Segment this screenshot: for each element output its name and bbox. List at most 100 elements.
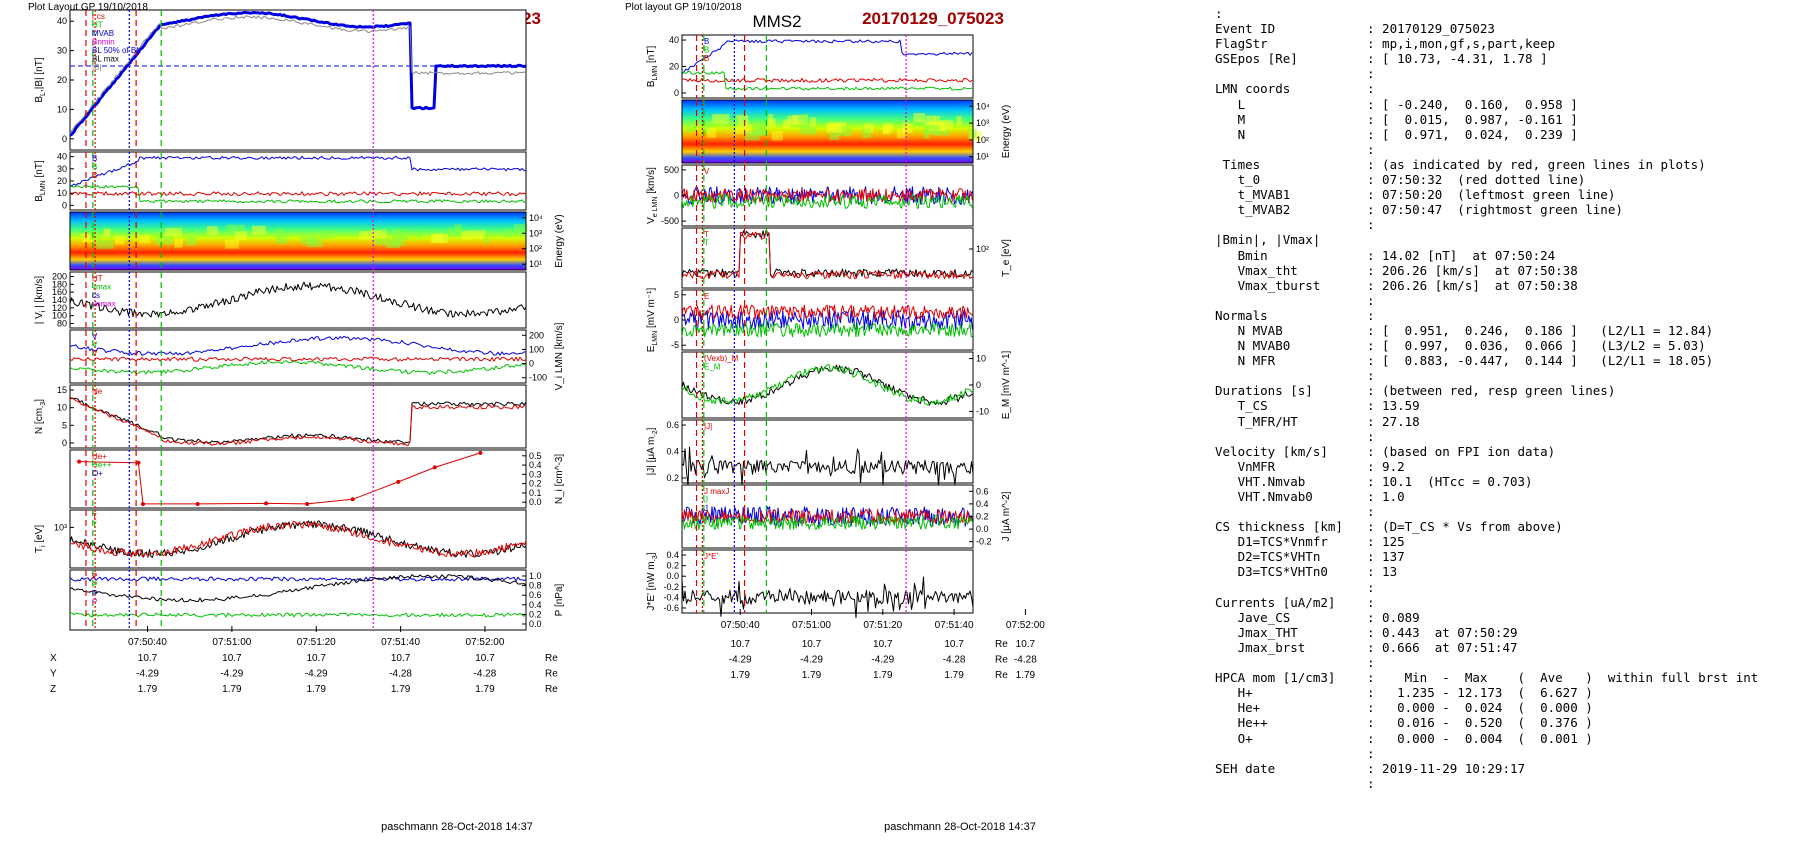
info-value: : 07:50:47 (rightmost green line): [1367, 202, 1623, 218]
info-row: t_0: 07:50:32 (red dotted line): [1215, 172, 1800, 187]
info-value: :: [1367, 292, 1375, 308]
info-key: Bmin: [1215, 247, 1268, 263]
ytick-label: 10: [57, 188, 67, 198]
info-row: t_MVAB2: 07:50:47 (rightmost green line): [1215, 202, 1800, 217]
info-row: :: [1215, 580, 1800, 595]
info-key: [1215, 429, 1367, 444]
spectrogram-patch: [277, 228, 285, 238]
legend-entry: MVAB: [92, 29, 114, 38]
spectrogram-patch: [252, 225, 266, 235]
legend-entry: O+: [92, 469, 103, 478]
info-key: Velocity [km/s]: [1215, 443, 1328, 459]
info-row: LMN coords:: [1215, 81, 1800, 96]
info-value: : 2019-11-29 10:29:17: [1367, 760, 1526, 776]
ytick-label: 160: [52, 287, 67, 297]
spectrogram-patch: [862, 128, 871, 138]
info-value: : 14.02 [nT] at 07:50:24: [1367, 247, 1556, 263]
spectrogram-patch: [771, 131, 783, 141]
info-row: D1=TCS*Vnmfr: 125: [1215, 534, 1800, 549]
series-line: [681, 39, 973, 74]
info-value: : 0.000 - 0.004 ( 0.001 ): [1367, 730, 1593, 746]
xtick-label: 07:50:40: [721, 620, 760, 631]
spectrogram-patch: [735, 124, 752, 134]
orbit-value: -4.28: [389, 669, 412, 680]
info-value: : [ 0.883, -0.447, 0.144 ] (L2/L1 = 18.0…: [1367, 353, 1714, 369]
ytick-label: 180: [52, 279, 67, 289]
ytick-label: 0.2: [976, 512, 989, 522]
spectrogram-patch: [369, 229, 387, 239]
legend-entry: He++: [92, 461, 112, 470]
info-key: Currents [uA/m2]: [1215, 594, 1336, 610]
panel-e: 5 0 -5 ELMN [mV m⁻¹] E: [646, 288, 974, 352]
spectrogram-patch: [174, 238, 183, 248]
ytick-label: 120: [52, 303, 67, 313]
info-key: LMN coords: [1215, 81, 1291, 97]
info-row: Jmax_brst: 0.666 at 07:51:47: [1215, 640, 1800, 655]
panel-spec: 10⁴ 10³ 10² 10¹ Energy (eV): [681, 99, 1012, 164]
info-value: : 10.1 (HTcc = 0.703): [1367, 473, 1533, 489]
orbit-value: 10.7: [873, 639, 893, 650]
orbit-label: Y: [50, 669, 57, 680]
spectrogram-patch: [783, 119, 791, 129]
info-row: Velocity [km/s]: (based on FPI ion data): [1215, 444, 1800, 459]
info-row: t_MVAB1: 07:50:20 (leftmost green line): [1215, 187, 1800, 202]
info-value: : 1.0: [1367, 489, 1405, 504]
info-value: : [ 0.015, 0.987, -0.161 ]: [1367, 111, 1578, 127]
ylabel: | Vi | [km/s]: [34, 276, 47, 325]
info-row: He++: 0.016 - 0.520 ( 0.376 ): [1215, 715, 1800, 730]
ytick-label: 10⁴: [529, 213, 543, 223]
info-key: t_MVAB1: [1215, 187, 1291, 203]
series-line: [681, 322, 973, 338]
ytick-label: 0.6: [976, 486, 989, 496]
info-key: Jave_CS: [1215, 609, 1291, 625]
ytick-label: -5: [671, 340, 679, 350]
ytick-label: -0.2: [663, 582, 679, 592]
info-value: : Min - Max ( Ave ) within full brst int: [1367, 670, 1759, 686]
info-value: : 0.000 - 0.024 ( 0.000 ): [1367, 700, 1593, 716]
info-key: D3=TCS*VHTn0: [1215, 564, 1328, 580]
info-row: T_CS: 13.59: [1215, 398, 1800, 413]
legend-entry: HT: [92, 21, 103, 30]
ylabel: BL,|B| [nT]: [34, 57, 47, 102]
info-row: T_MFR/HT: 27.18: [1215, 414, 1800, 429]
spectrogram-patch: [826, 123, 842, 133]
ytick-label: -10: [976, 406, 989, 416]
panel-frame: [681, 549, 974, 614]
spectrogram-patch: [913, 112, 926, 123]
spectrogram-patch: [836, 126, 852, 137]
info-row: HPCA mom [1/cm3]: Min - Max ( Ave ) with…: [1215, 670, 1800, 685]
ytick-label: 200: [529, 330, 544, 340]
panel-frame: [69, 9, 527, 151]
info-value: :: [1367, 655, 1375, 671]
orbit-value: -4.28: [1014, 655, 1037, 666]
spectrogram-patch: [686, 122, 696, 132]
info-key: N MVAB: [1215, 322, 1283, 338]
info-key: VHT.Nmvab0: [1215, 489, 1313, 504]
ytick-label: 0: [529, 359, 534, 369]
info-value: : (as indicated by red, green lines in p…: [1367, 156, 1706, 172]
series-line: [69, 576, 527, 582]
info-row: Vmax_tburst: 206.26 [km/s] at 07:50:38: [1215, 278, 1800, 293]
series-line: [681, 188, 973, 203]
panel-frame: [69, 271, 527, 329]
info-key: VHT.Nmvab: [1215, 473, 1306, 489]
info-row: H+: 1.235 - 12.173 ( 6.627 ): [1215, 685, 1800, 700]
ytick-label: 20: [57, 75, 67, 85]
left-plot-figure: Plot Layout GP 19/10/2018MMS220170129_07…: [28, 2, 565, 833]
ylabel: N [cm-3]: [34, 399, 47, 434]
info-value: :: [1367, 579, 1375, 595]
series-line: [69, 397, 527, 446]
spectrogram-patch: [733, 116, 739, 127]
spectrogram-patch: [504, 228, 511, 238]
spectrogram-patch: [301, 235, 318, 245]
info-row: Jave_CS: 0.089: [1215, 610, 1800, 625]
spectrogram-patch: [736, 114, 749, 125]
ytick-label: 0.2: [529, 609, 542, 619]
legend-entry: P: [92, 581, 97, 590]
ytick-label: 0.4: [976, 499, 989, 509]
panel-frame: [69, 509, 527, 569]
info-key: GSEpos [Re]: [1215, 51, 1298, 67]
info-row: M: [ 0.015, 0.987, -0.161 ]: [1215, 112, 1800, 127]
info-value: [1367, 6, 1800, 21]
